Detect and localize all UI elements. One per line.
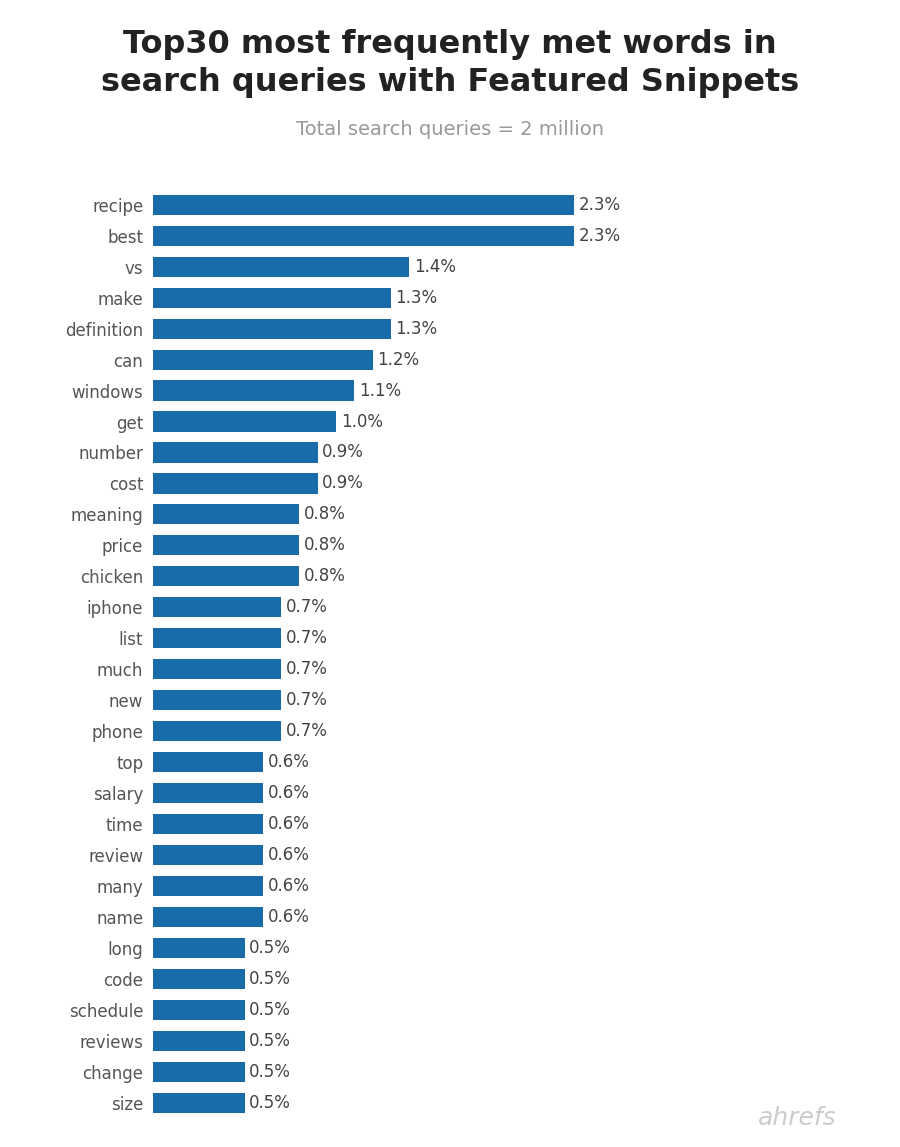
Bar <box>153 907 263 927</box>
Text: 0.7%: 0.7% <box>286 599 328 616</box>
Text: 0.7%: 0.7% <box>286 661 328 678</box>
Bar <box>153 690 281 710</box>
Text: 0.7%: 0.7% <box>286 723 328 740</box>
Text: 0.9%: 0.9% <box>322 475 364 492</box>
Text: 1.3%: 1.3% <box>396 289 437 306</box>
Text: 1.3%: 1.3% <box>396 320 437 337</box>
Text: 0.6%: 0.6% <box>267 846 310 864</box>
Bar <box>153 629 281 648</box>
Text: 0.6%: 0.6% <box>267 816 310 833</box>
Bar <box>153 381 355 400</box>
Bar <box>153 505 300 524</box>
Text: 2.3%: 2.3% <box>579 227 621 244</box>
Text: 1.4%: 1.4% <box>414 258 456 275</box>
Text: 0.7%: 0.7% <box>286 692 328 709</box>
Bar <box>153 1062 245 1082</box>
Text: 0.6%: 0.6% <box>267 754 310 771</box>
Bar <box>153 474 318 493</box>
Bar <box>153 1031 245 1051</box>
Text: 0.5%: 0.5% <box>249 1001 291 1019</box>
Bar <box>153 412 336 431</box>
Bar <box>153 257 410 276</box>
Bar <box>153 350 373 369</box>
Text: 0.7%: 0.7% <box>286 630 328 647</box>
Text: 0.5%: 0.5% <box>249 1032 291 1050</box>
Bar <box>153 443 318 462</box>
Bar <box>153 195 574 214</box>
Text: 0.8%: 0.8% <box>304 506 346 523</box>
Text: 0.5%: 0.5% <box>249 939 291 957</box>
Bar <box>153 876 263 896</box>
Text: 1.0%: 1.0% <box>341 413 382 430</box>
Text: 1.2%: 1.2% <box>377 351 419 368</box>
Bar <box>153 660 281 679</box>
Text: 2.3%: 2.3% <box>579 196 621 213</box>
Text: 0.6%: 0.6% <box>267 785 310 802</box>
Text: 0.5%: 0.5% <box>249 970 291 988</box>
Bar <box>153 567 300 586</box>
Bar <box>153 969 245 989</box>
Bar <box>153 783 263 803</box>
Text: 0.5%: 0.5% <box>249 1094 291 1111</box>
Bar <box>153 226 574 245</box>
Bar <box>153 536 300 555</box>
Bar <box>153 938 245 958</box>
Text: 0.6%: 0.6% <box>267 877 310 895</box>
Text: 0.8%: 0.8% <box>304 537 346 554</box>
Bar <box>153 319 391 338</box>
Bar <box>153 752 263 772</box>
Text: Total search queries = 2 million: Total search queries = 2 million <box>296 120 604 140</box>
Bar <box>153 814 263 834</box>
Bar <box>153 721 281 741</box>
Text: 0.5%: 0.5% <box>249 1063 291 1080</box>
Bar <box>153 288 391 307</box>
Bar <box>153 598 281 617</box>
Bar <box>153 1093 245 1113</box>
Text: 0.9%: 0.9% <box>322 444 364 461</box>
Bar <box>153 845 263 865</box>
Text: 0.6%: 0.6% <box>267 908 310 926</box>
Text: Top30 most frequently met words in
search queries with Featured Snippets: Top30 most frequently met words in searc… <box>101 29 799 97</box>
Text: ahrefs: ahrefs <box>759 1106 837 1130</box>
Bar <box>153 1000 245 1020</box>
Text: 0.8%: 0.8% <box>304 568 346 585</box>
Text: 1.1%: 1.1% <box>359 382 401 399</box>
